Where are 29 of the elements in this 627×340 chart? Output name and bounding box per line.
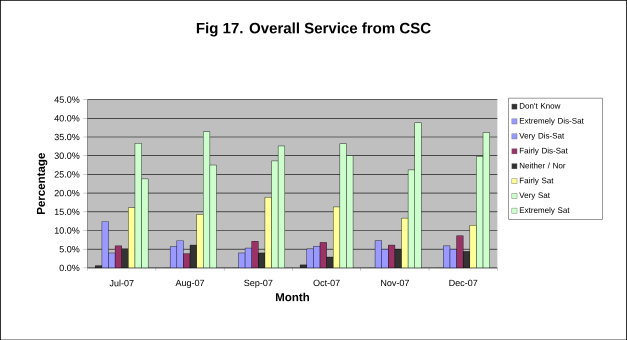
x-tick-label: Oct-07 — [314, 280, 340, 286]
y-tick-label: 30.0% — [54, 152, 80, 159]
x-tick-label: Dec-07 — [449, 280, 478, 286]
chart-title: Fig 17. Overall Service from CSC — [196, 22, 431, 36]
x-tick-label: Aug-07 — [175, 280, 204, 288]
y-tick-label: 5.0% — [60, 246, 80, 252]
y-tick-label: 10.0% — [54, 227, 80, 234]
y-tick-label: 40.0% — [54, 114, 80, 122]
legend-label: Very Sat — [519, 192, 550, 200]
legend-label: Extremely Dis-Sat — [520, 118, 584, 125]
x-tick-label: Nov-07 — [381, 280, 409, 286]
legend-label: Don't Know — [520, 102, 560, 108]
legend-label: Fairly Dis-Sat — [520, 147, 568, 155]
y-tick-label: 20.0% — [54, 190, 80, 196]
legend-label: Fairly Sat — [520, 177, 554, 185]
bar — [128, 207, 136, 268]
x-tick-label: Jul-07 — [110, 280, 134, 286]
bar — [196, 214, 204, 268]
x-axis-title: Month — [276, 292, 310, 302]
y-tick-label: 35.0% — [54, 134, 80, 140]
y-tick-label: 15.0% — [54, 208, 80, 215]
y-tick-label: 45.0% — [54, 96, 80, 103]
legend-label: Very Dis-Sat — [519, 132, 564, 140]
y-tick-label: 25.0% — [54, 170, 80, 178]
y-tick-label: 0.0% — [60, 264, 80, 271]
legend-label: Extremely Sat — [520, 206, 570, 214]
legend-label: Neither / Nor — [520, 162, 566, 168]
x-tick-label: Sep-07 — [244, 280, 272, 288]
y-axis-title: Percentage — [36, 152, 48, 214]
